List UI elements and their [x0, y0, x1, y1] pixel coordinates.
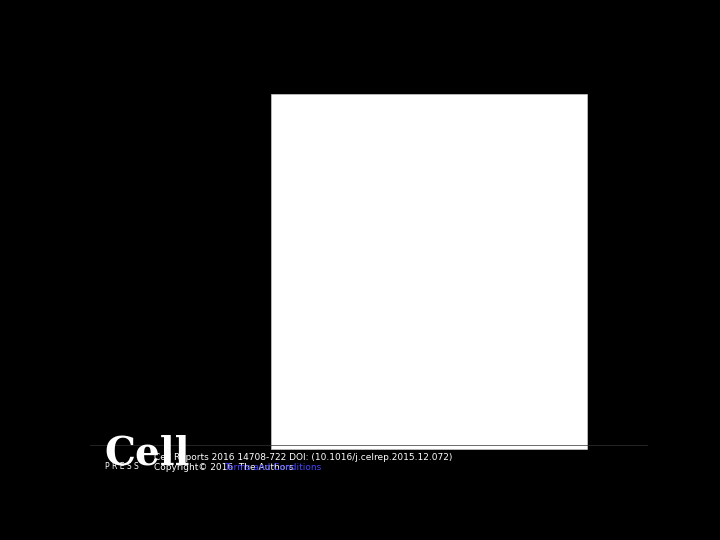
Text: Cell: Cell	[104, 435, 189, 472]
Text: Terms and Conditions: Terms and Conditions	[225, 463, 322, 472]
Text: Cell Reports 2016 14708-722 DOI: (10.1016/j.celrep.2015.12.072): Cell Reports 2016 14708-722 DOI: (10.101…	[154, 453, 453, 462]
FancyBboxPatch shape	[271, 94, 587, 449]
Text: P R E S S: P R E S S	[105, 462, 139, 470]
Text: Figure 2: Figure 2	[333, 70, 405, 89]
Text: Copyright© 2016  The Authors: Copyright© 2016 The Authors	[154, 463, 300, 472]
